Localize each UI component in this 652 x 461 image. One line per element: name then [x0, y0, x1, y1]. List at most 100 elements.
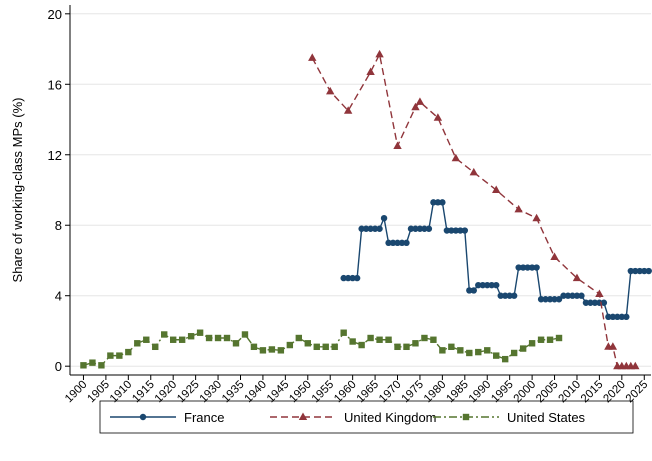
marker — [528, 340, 536, 347]
marker — [353, 274, 361, 282]
marker — [313, 343, 320, 351]
marker — [326, 86, 335, 95]
marker — [152, 343, 159, 351]
marker — [448, 343, 455, 351]
y-tick-label: 16 — [48, 77, 62, 92]
marker — [403, 343, 410, 351]
marker — [415, 97, 425, 105]
series-line — [311, 52, 636, 367]
marker — [375, 49, 384, 58]
marker — [451, 153, 461, 162]
marker — [343, 106, 353, 114]
marker — [107, 352, 114, 359]
marker — [519, 264, 527, 271]
marker — [196, 329, 204, 336]
marker — [304, 340, 311, 347]
marker — [452, 227, 460, 234]
marker — [398, 239, 406, 247]
marker — [340, 329, 347, 336]
marker — [510, 349, 518, 357]
marker — [98, 362, 105, 369]
marker — [259, 347, 267, 354]
marker — [421, 225, 428, 232]
marker — [475, 348, 482, 356]
marker — [205, 334, 213, 342]
marker — [546, 296, 554, 303]
x-tick-label: 1900 — [63, 379, 90, 406]
marker — [506, 292, 513, 299]
y-tick-label: 20 — [48, 7, 62, 22]
marker — [371, 225, 379, 232]
marker — [358, 225, 365, 232]
y-tick-label: 12 — [48, 148, 62, 163]
marker — [223, 334, 231, 342]
marker — [484, 281, 491, 289]
marker — [528, 264, 536, 271]
marker — [421, 334, 428, 342]
marker — [367, 225, 374, 232]
marker — [178, 336, 186, 343]
marker — [515, 264, 522, 271]
marker — [412, 225, 419, 232]
marker — [134, 340, 141, 347]
marker — [488, 281, 495, 289]
marker — [286, 341, 294, 349]
marker — [411, 102, 420, 111]
marker — [524, 264, 531, 271]
marker — [349, 274, 356, 282]
legend-marker — [462, 413, 470, 421]
marker — [277, 347, 285, 354]
marker — [587, 299, 594, 306]
marker — [461, 227, 469, 234]
marker — [457, 227, 464, 234]
marker — [493, 281, 500, 289]
marker — [555, 296, 563, 303]
y-axis-label: Share of working-class MPs (%) — [10, 98, 25, 283]
legend-marker — [139, 413, 147, 421]
marker — [331, 343, 338, 351]
marker — [430, 199, 437, 206]
marker — [241, 331, 249, 338]
marker — [430, 336, 437, 343]
marker — [475, 281, 482, 289]
marker — [466, 287, 473, 294]
marker — [403, 239, 410, 247]
marker — [627, 267, 635, 275]
marker — [308, 53, 317, 61]
marker — [573, 292, 581, 299]
marker — [564, 292, 572, 299]
marker — [385, 239, 392, 247]
marker — [250, 343, 258, 351]
marker — [393, 141, 402, 149]
marker — [232, 340, 240, 347]
marker — [578, 292, 585, 299]
marker — [358, 341, 365, 349]
marker — [433, 113, 443, 121]
marker — [641, 267, 648, 275]
marker — [394, 343, 401, 351]
marker — [569, 292, 576, 299]
marker — [470, 287, 477, 294]
marker — [631, 361, 640, 370]
marker — [595, 289, 604, 297]
marker — [425, 225, 433, 232]
marker — [582, 299, 590, 306]
marker — [116, 352, 123, 359]
marker — [514, 204, 523, 213]
marker — [367, 334, 374, 342]
marker — [645, 267, 652, 275]
marker — [501, 355, 509, 363]
marker — [439, 347, 446, 354]
marker — [609, 313, 617, 321]
marker — [537, 336, 545, 343]
x-tick-label: 2025 — [624, 379, 651, 406]
marker — [550, 252, 559, 260]
marker — [376, 225, 383, 232]
marker — [618, 313, 626, 321]
legend-label: United States — [507, 410, 586, 425]
marker — [169, 336, 177, 343]
marker — [614, 313, 621, 321]
marker — [416, 225, 424, 232]
y-tick-label: 0 — [55, 359, 62, 374]
